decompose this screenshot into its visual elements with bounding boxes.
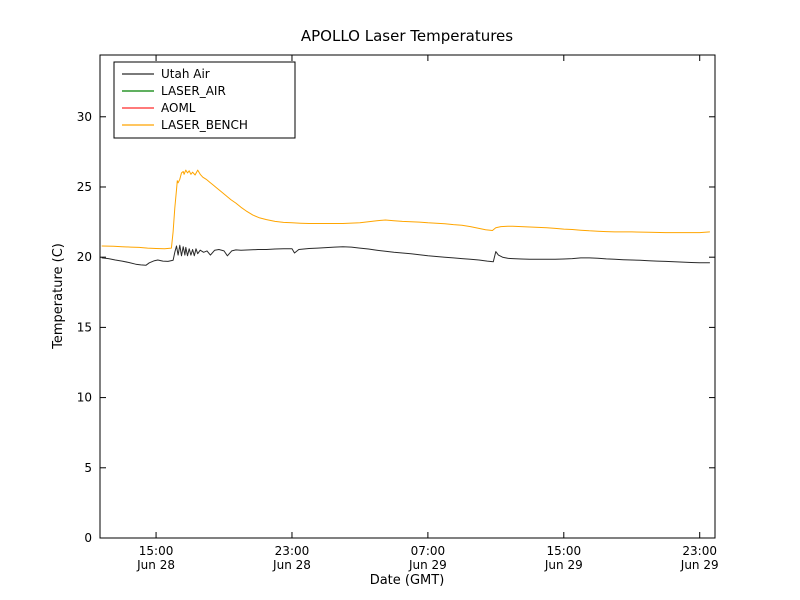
y-axis-label: Temperature (C) <box>51 243 66 350</box>
x-tick-date-label: Jun 28 <box>136 558 175 572</box>
x-tick-date-label: Jun 29 <box>408 558 447 572</box>
series-line-utah-air <box>101 244 710 266</box>
x-tick-date-label: Jun 29 <box>544 558 583 572</box>
plot-series <box>101 169 710 266</box>
y-tick-label: 20 <box>77 250 92 264</box>
x-tick-date-label: Jun 28 <box>272 558 311 572</box>
plot-frame <box>99 54 716 539</box>
legend-label-laser-bench: LASER_BENCH <box>161 118 248 132</box>
x-tick-time-label: 23:00 <box>275 544 310 558</box>
x-tick-time-label: 23:00 <box>682 544 717 558</box>
x-tick-time-label: 15:00 <box>547 544 582 558</box>
x-tick-time-label: 15:00 <box>139 544 174 558</box>
legend: Utah Air LASER_AIR AOML LASER_BENCH <box>113 61 296 139</box>
x-axis-label: Date (GMT) <box>370 573 445 588</box>
y-tick-label: 15 <box>77 320 92 334</box>
chart-title: APOLLO Laser Temperatures <box>301 27 513 45</box>
y-tick-label: 25 <box>77 180 92 194</box>
x-tick-date-label: Jun 29 <box>680 558 719 572</box>
legend-label-utah-air: Utah Air <box>161 67 210 81</box>
y-tick-label: 30 <box>77 110 92 124</box>
x-tick-time-label: 07:00 <box>411 544 446 558</box>
legend-label-laser-air: LASER_AIR <box>161 84 226 98</box>
y-tick-label: 5 <box>84 461 92 475</box>
y-tick-label: 10 <box>77 391 92 405</box>
legend-label-aoml: AOML <box>161 101 196 115</box>
y-tick-label: 0 <box>84 531 92 545</box>
series-line-laser-bench <box>101 169 710 250</box>
